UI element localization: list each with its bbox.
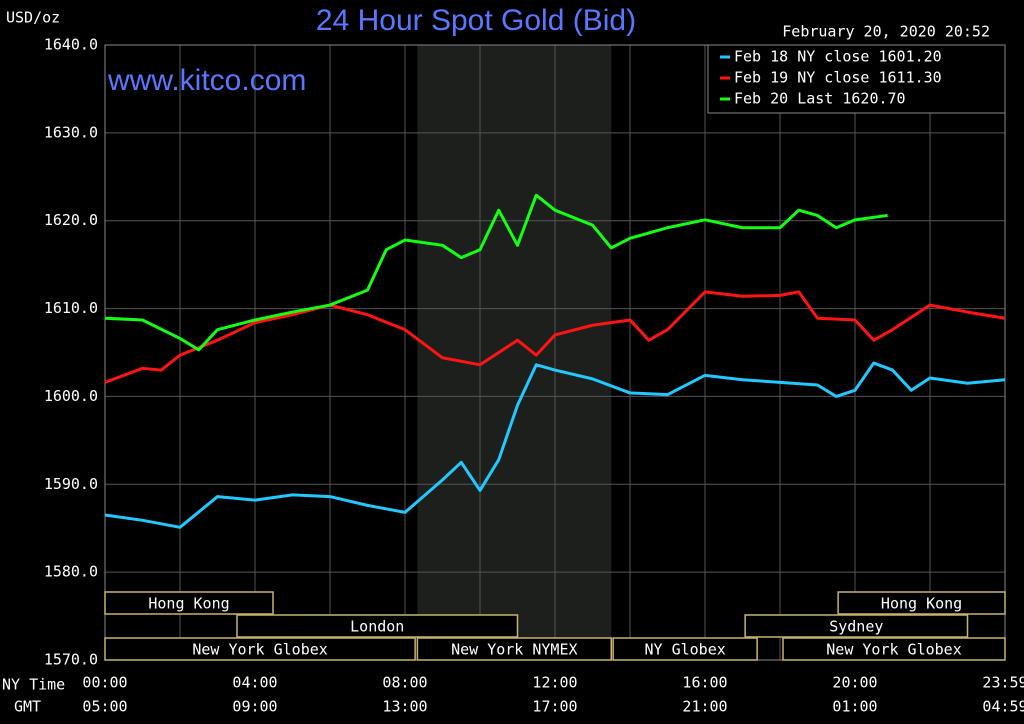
gmt-tick-label: 01:00 <box>832 698 877 716</box>
gmt-tick-label: 17:00 <box>532 698 577 716</box>
subtitle: February 20, 2020 20:52 <box>782 23 990 41</box>
watermark: www.kitco.com <box>107 64 306 97</box>
y-tick-label: 1610.0 <box>44 299 98 317</box>
y-tick-label: 1580.0 <box>44 563 98 581</box>
y-tick-label: 1620.0 <box>44 211 98 229</box>
session-label: Sydney <box>829 618 883 636</box>
gmt-tick-label: 13:00 <box>382 698 427 716</box>
session-box <box>416 637 612 661</box>
x-row-label: GMT <box>14 698 41 716</box>
x-tick-label: 04:00 <box>232 674 277 692</box>
y-tick-label: 1590.0 <box>44 475 98 493</box>
shaded-region <box>417 45 612 660</box>
legend-label: Feb 19 NY close 1611.30 <box>734 69 942 87</box>
gmt-tick-label: 05:00 <box>82 698 127 716</box>
session-label: New York NYMEX <box>451 641 577 659</box>
session-label: Hong Kong <box>148 595 229 613</box>
series-line <box>104 193 888 352</box>
session-box <box>104 637 416 661</box>
session-box <box>782 637 1006 661</box>
session-label: New York Globex <box>826 641 961 659</box>
session-box <box>837 591 1006 615</box>
legend-box <box>707 44 1006 114</box>
gmt-tick-label: 04:59 <box>982 698 1024 716</box>
session-box <box>236 614 519 638</box>
legend-label: Feb 20 Last 1620.70 <box>734 90 906 108</box>
y-tick-label: 1570.0 <box>44 651 98 669</box>
session-label: New York Globex <box>192 641 327 659</box>
gmt-tick-label: 09:00 <box>232 698 277 716</box>
x-tick-label: 00:00 <box>82 674 127 692</box>
x-tick-label: 23:59 <box>982 674 1024 692</box>
x-row-label: NY Time <box>2 676 65 694</box>
x-tick-label: 12:00 <box>532 674 577 692</box>
x-tick-label: 16:00 <box>682 674 727 692</box>
legend-label: Feb 18 NY close 1601.20 <box>734 48 942 66</box>
y-tick-label: 1600.0 <box>44 387 98 405</box>
x-tick-label: 08:00 <box>382 674 427 692</box>
session-box <box>104 591 274 615</box>
x-tick-label: 20:00 <box>832 674 877 692</box>
gmt-tick-label: 21:00 <box>682 698 727 716</box>
y-tick-label: 1640.0 <box>44 36 98 54</box>
session-box <box>744 614 969 638</box>
session-label: NY Globex <box>644 641 725 659</box>
y-axis-label: USD/oz <box>6 9 60 27</box>
series-line <box>104 290 1006 384</box>
session-label: London <box>350 618 404 636</box>
y-tick-label: 1630.0 <box>44 123 98 141</box>
session-label: Hong Kong <box>881 595 962 613</box>
chart-title: 24 Hour Spot Gold (Bid) <box>316 4 636 37</box>
series-line <box>104 361 1006 529</box>
session-box <box>612 637 758 661</box>
